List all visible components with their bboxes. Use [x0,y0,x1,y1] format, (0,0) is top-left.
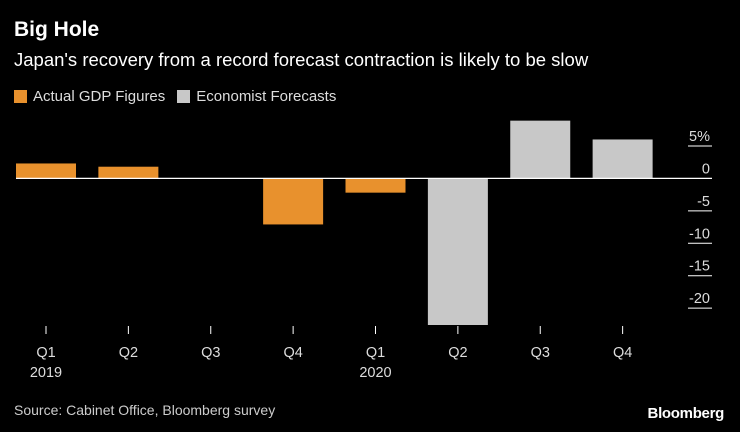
legend: Actual GDP Figures Economist Forecasts [14,88,348,105]
bar-forecast-5 [427,178,488,325]
bloomberg-logo: Bloomberg [647,405,725,422]
bar-actual-0 [16,163,76,179]
x-tick-label-5: Q2 [448,345,467,361]
legend-label-actual: Actual GDP Figures [33,88,166,105]
y-tick-label-2: -5 [697,194,710,210]
x-year-label-0: 2019 [30,365,62,381]
legend-item-actual: Actual GDP Figures [14,88,165,105]
x-tick-label-7: Q4 [613,345,632,361]
bar-forecast-7 [592,139,653,179]
bar-actual-1 [98,166,159,179]
legend-label-forecast: Economist Forecasts [196,88,337,105]
x-tick-label-4: Q1 [366,345,385,361]
y-tick-label-0: 5% [689,129,710,145]
bar-actual-4 [345,178,406,193]
chart-subtitle: Japan's recovery from a record forecast … [14,49,589,70]
x-tick-label-3: Q4 [283,345,302,361]
x-tick-label-2: Q3 [201,345,220,361]
bar-forecast-6 [510,120,571,179]
y-tick-label-1: 0 [702,161,710,177]
x-year-label-1: 2020 [359,365,391,381]
bar-actual-3 [263,178,324,225]
y-tick-label-3: -10 [689,226,710,242]
legend-swatch-forecast [177,90,191,103]
x-tick-label-6: Q3 [531,345,550,361]
source-note: Source: Cabinet Office, Bloomberg survey [14,402,276,418]
x-tick-label-1: Q2 [119,345,138,361]
y-tick-label-4: -15 [689,259,710,275]
legend-swatch-actual [14,90,27,103]
chart-title: Big Hole [14,18,100,41]
y-tick-label-5: -20 [689,291,710,307]
x-tick-label-0: Q1 [36,345,55,361]
legend-item-forecast: Economist Forecasts [177,88,336,105]
